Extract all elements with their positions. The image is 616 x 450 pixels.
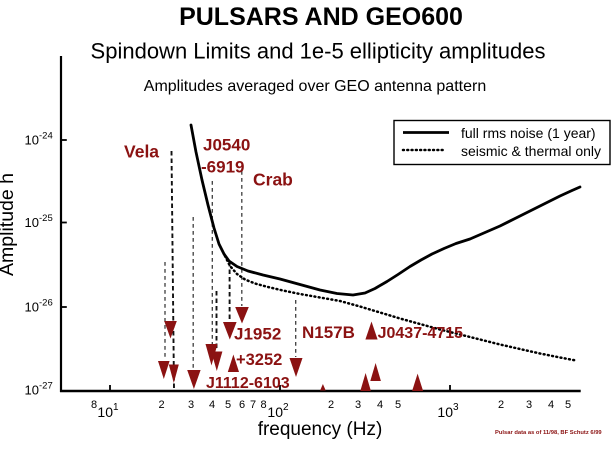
svg-text:8: 8 [91, 399, 97, 411]
svg-text:10: 10 [25, 133, 39, 148]
svg-text:PULSARS AND GEO600: PULSARS AND GEO600 [179, 3, 463, 31]
svg-text:4: 4 [209, 399, 215, 411]
svg-text:J1112-6103: J1112-6103 [206, 375, 290, 392]
svg-text:8: 8 [260, 399, 266, 411]
svg-text:3: 3 [188, 399, 194, 411]
svg-text:10: 10 [25, 300, 39, 315]
svg-text:+3252: +3252 [236, 351, 282, 369]
svg-text:5: 5 [565, 399, 571, 411]
svg-text:2: 2 [328, 399, 334, 411]
svg-text:seismic & thermal only: seismic & thermal only [461, 143, 601, 159]
svg-text:Crab: Crab [253, 170, 293, 190]
svg-text:2: 2 [283, 402, 289, 413]
svg-text:Amplitude h: Amplitude h [0, 173, 18, 276]
svg-text:2: 2 [159, 399, 165, 411]
svg-text:10: 10 [25, 215, 39, 230]
svg-text:N157B: N157B [302, 323, 355, 342]
svg-text:-25: -25 [39, 213, 53, 224]
svg-text:3: 3 [526, 399, 532, 411]
svg-text:10: 10 [437, 404, 453, 420]
svg-text:5: 5 [395, 399, 401, 411]
svg-text:10: 10 [267, 404, 283, 420]
svg-text:full rms noise (1 year): full rms noise (1 year) [461, 125, 596, 141]
svg-text:4: 4 [377, 399, 383, 411]
svg-text:-24: -24 [39, 131, 53, 142]
svg-text:5: 5 [225, 399, 231, 411]
svg-text:3: 3 [355, 399, 361, 411]
svg-text:Amplitudes averaged over GEO a: Amplitudes averaged over GEO antenna pat… [144, 78, 486, 95]
svg-text:frequency (Hz): frequency (Hz) [258, 419, 383, 440]
svg-text:Vela: Vela [124, 142, 159, 162]
svg-text:6: 6 [239, 399, 245, 411]
svg-text:2: 2 [498, 399, 504, 411]
svg-text:J0540: J0540 [203, 136, 250, 155]
svg-text:10: 10 [25, 383, 39, 398]
svg-text:-27: -27 [39, 381, 53, 392]
svg-text:3: 3 [453, 402, 459, 413]
svg-text:1: 1 [113, 402, 119, 413]
svg-text:J0437-4715: J0437-4715 [378, 325, 464, 342]
svg-text:Pulsar data as of 11/98, BF S: Pulsar data as of 11/98, BF Schutz 6/99 [495, 430, 602, 436]
svg-text:-26: -26 [39, 298, 53, 309]
svg-text:-6919: -6919 [201, 158, 244, 177]
svg-text:Spindown Limits and 1e-5 ellip: Spindown Limits and 1e-5 ellipticity amp… [91, 39, 546, 64]
svg-text:10: 10 [97, 404, 113, 420]
svg-text:4: 4 [548, 399, 554, 411]
svg-text:J1952: J1952 [234, 325, 281, 344]
svg-text:7: 7 [250, 399, 256, 411]
